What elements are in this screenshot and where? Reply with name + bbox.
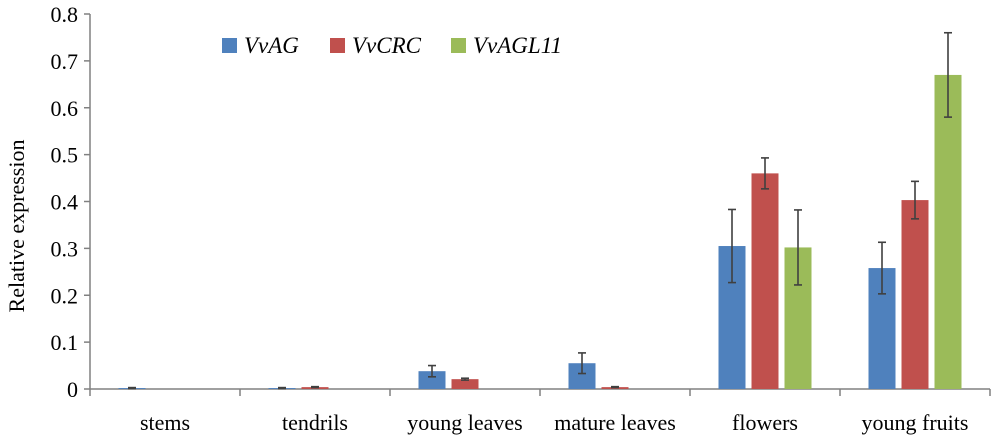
error-bars-layer <box>128 31 952 390</box>
y-tick-label: 0.5 <box>51 143 79 168</box>
x-category-label: tendrils <box>282 410 348 435</box>
legend-label-VvCRC: VvCRC <box>352 33 422 58</box>
y-tick-label: 0.3 <box>51 236 79 261</box>
bar-VvCRC-flowers <box>751 173 779 389</box>
y-tick-label: 0.4 <box>51 190 79 215</box>
x-category-label: mature leaves <box>554 410 676 435</box>
bar-VvAGL11-young-fruits <box>934 74 962 389</box>
y-axis-title: Relative expression <box>4 140 29 313</box>
bars-layer <box>118 74 962 389</box>
bar-VvCRC-young-leaves <box>451 379 479 389</box>
legend-swatch-VvAG <box>222 38 237 53</box>
y-tick-label: 0.8 <box>51 2 79 27</box>
x-category-label: stems <box>140 410 190 435</box>
legend-label-VvAG: VvAG <box>244 33 299 58</box>
legend-swatch-VvCRC <box>330 38 345 53</box>
x-category-label: flowers <box>732 410 798 435</box>
bar-VvCRC-young-fruits <box>901 200 929 389</box>
axes-layer <box>84 13 991 396</box>
x-category-label: young leaves <box>407 410 522 435</box>
y-tick-labels: 0 0.1 0.2 0.3 0.4 0.5 0.6 0.7 0.8 <box>51 2 79 402</box>
x-category-labels: stems tendrils young leaves mature leaves fl… <box>140 410 969 435</box>
legend: VvAG VvCRC VvAGL11 <box>222 33 562 58</box>
y-tick-label: 0.7 <box>51 49 79 74</box>
legend-label-VvAGL11: VvAGL11 <box>473 33 562 58</box>
bar-VvAG-young-leaves <box>418 371 446 389</box>
y-tick-label: 0.6 <box>51 96 79 121</box>
y-tick-label: 0 <box>67 377 78 402</box>
y-tick-label: 0.2 <box>51 283 79 308</box>
y-tick-label: 0.1 <box>51 330 79 355</box>
x-category-label: young fruits <box>862 410 969 435</box>
legend-swatch-VvAGL11 <box>451 38 466 53</box>
